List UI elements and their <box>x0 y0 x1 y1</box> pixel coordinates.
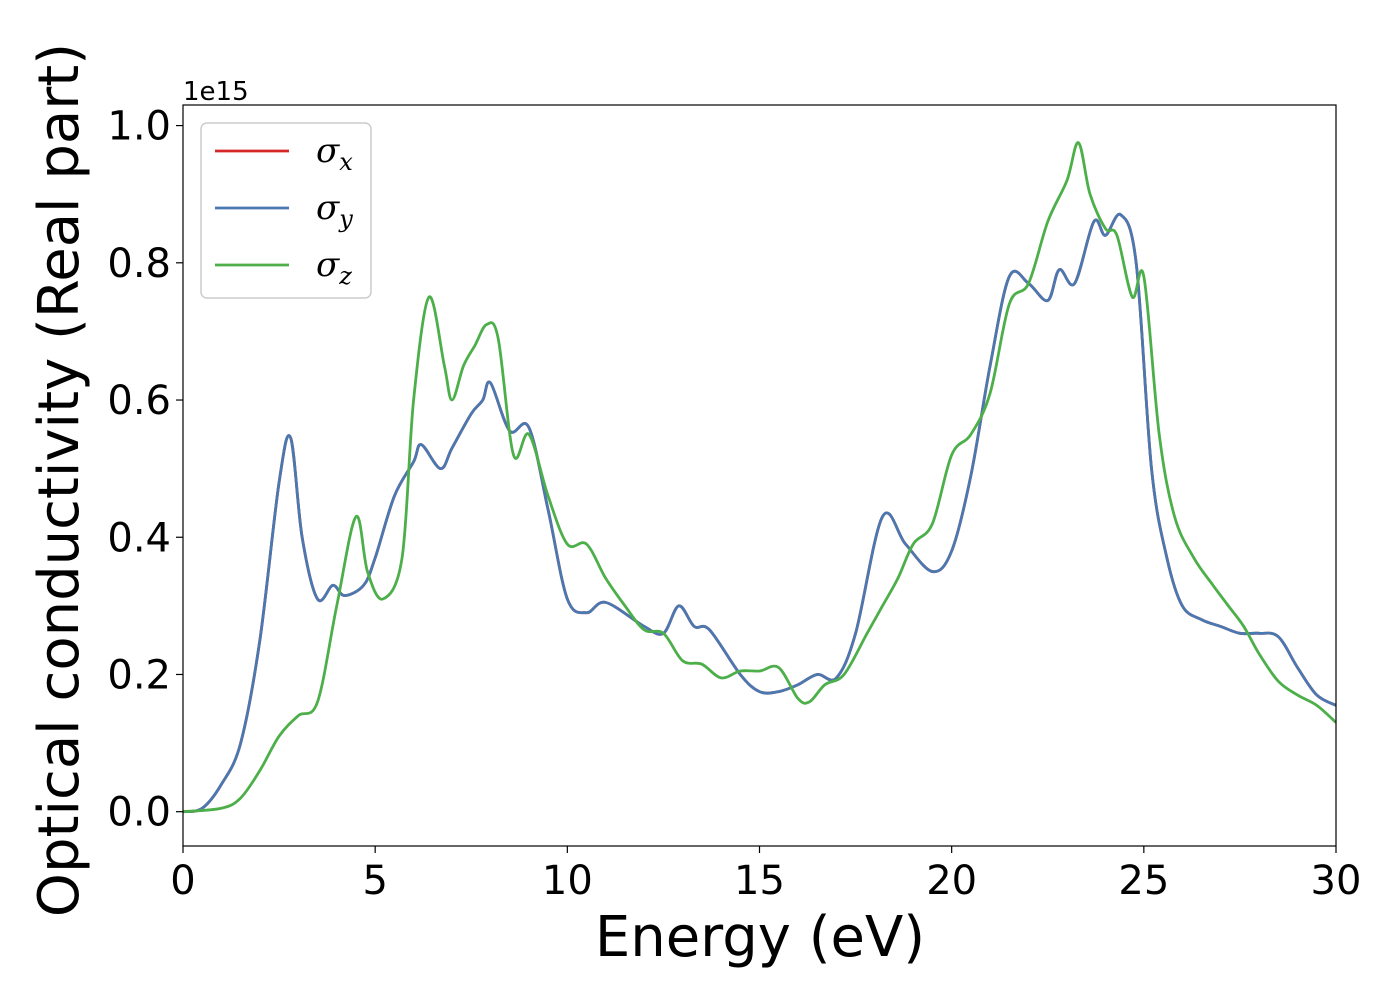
legend-label-y: σy <box>316 188 353 233</box>
y-offset-label: 1e15 <box>183 77 249 107</box>
y-tick-label: 0.6 <box>107 378 171 424</box>
y-tick-label: 0.2 <box>107 652 171 698</box>
series-line-y <box>183 212 1336 814</box>
series-layer <box>183 141 1336 814</box>
x-tick-label: 25 <box>1118 858 1169 904</box>
x-tick-label: 15 <box>734 858 785 904</box>
x-tick-label: 20 <box>926 858 977 904</box>
legend-label-x: σx <box>316 131 353 176</box>
y-tick-label: 0.0 <box>107 790 171 836</box>
x-tick-label: 5 <box>362 858 387 904</box>
x-tick-label: 10 <box>542 858 593 904</box>
legend-label-z: σz <box>316 245 352 290</box>
x-axis: 0 5 10 15 20 25 30 <box>170 846 1361 904</box>
legend-box <box>200 122 372 299</box>
y-axis-title: Optical conductivity (Real part) <box>27 43 92 917</box>
x-tick-label: 30 <box>1311 858 1362 904</box>
y-tick-label: 0.4 <box>107 515 171 561</box>
y-tick-label: 0.8 <box>107 241 171 287</box>
legend: σx σy σz <box>200 122 372 299</box>
x-tick-label: 0 <box>170 858 195 904</box>
y-tick-label: 1.0 <box>107 104 171 150</box>
y-axis: 0.0 0.2 0.4 0.6 0.8 1.0 <box>107 104 183 836</box>
x-axis-title: Energy (eV) <box>595 905 925 970</box>
series-line-z <box>183 141 1336 814</box>
